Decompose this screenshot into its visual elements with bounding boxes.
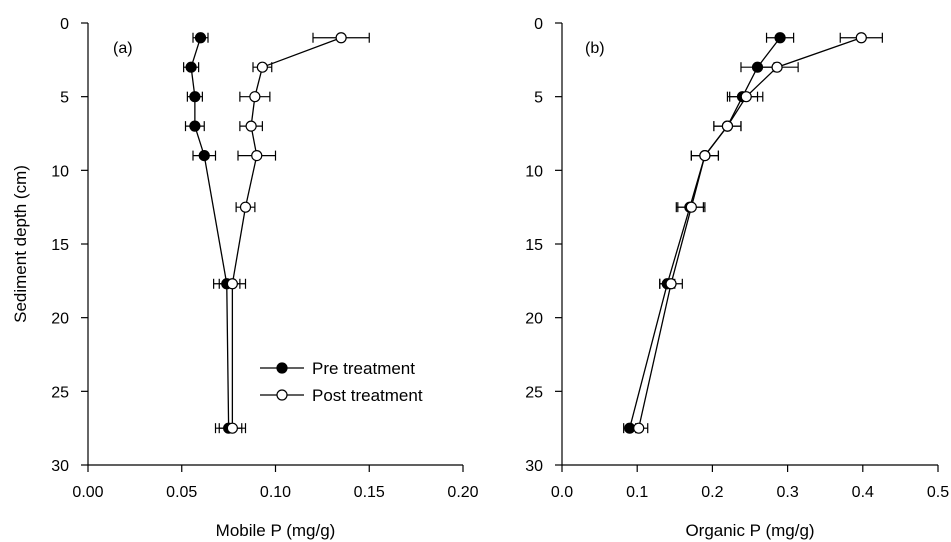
- y-tick-label: 25: [525, 384, 543, 401]
- x-tick-label: 0.20: [447, 484, 478, 501]
- post-treatment-point: [740, 91, 752, 103]
- pre-treatment-point: [185, 61, 197, 73]
- x-tick-label: 0.00: [72, 484, 103, 501]
- x-axis-title: Mobile P (mg/g): [216, 521, 336, 540]
- x-tick-label: 0.05: [166, 484, 197, 501]
- legend-marker: [276, 362, 288, 374]
- y-tick-label: 30: [51, 458, 69, 475]
- post-treatment-point: [721, 120, 734, 132]
- post-treatment-point: [256, 61, 268, 73]
- x-tick-label: 0.15: [354, 484, 385, 501]
- post-treatment-point: [771, 61, 783, 73]
- panel-label: (a): [113, 40, 133, 57]
- post-treatment-point: [239, 201, 252, 213]
- post-treatment-point: [249, 91, 261, 103]
- pre-treatment-point: [198, 150, 210, 162]
- post-treatment-point: [665, 278, 677, 290]
- x-axis-title: Organic P (mg/g): [685, 521, 814, 540]
- pre-treatment-point: [194, 32, 207, 44]
- x-tick-label: 0.1: [626, 484, 648, 501]
- y-tick-label: 10: [51, 163, 69, 180]
- y-tick-label: 5: [60, 90, 69, 107]
- x-tick-label: 0.5: [927, 484, 949, 501]
- y-tick-label: 30: [525, 458, 543, 475]
- y-axis-title: Sediment depth (cm): [11, 165, 30, 323]
- pre-treatment-point: [189, 120, 201, 132]
- post-treatment-point: [251, 150, 263, 162]
- y-tick-label: 20: [525, 311, 543, 328]
- y-tick-label: 25: [51, 384, 69, 401]
- legend-item: Pre treatment: [260, 359, 415, 378]
- post-treatment-point: [633, 422, 645, 434]
- post-treatment-point: [245, 120, 257, 132]
- post-treatment-point: [226, 422, 238, 434]
- post-treatment-point: [685, 201, 697, 213]
- post-treatment-point: [855, 32, 867, 44]
- x-tick-label: 0.2: [701, 484, 723, 501]
- y-tick-label: 5: [534, 90, 543, 107]
- pre-treatment-point: [751, 61, 764, 73]
- y-tick-label: 0: [60, 16, 69, 33]
- panel-a: 0 5 10 15 20 25 300.00 0.05 0.10 0.15 0.20 Mobile P…: [11, 16, 479, 540]
- series-line: [638, 37, 862, 429]
- post-treatment-point: [699, 150, 711, 162]
- pre-treatment-point: [189, 91, 201, 103]
- legend-marker: [276, 389, 288, 401]
- y-tick-label: 0: [534, 16, 543, 33]
- y-tick-label: 15: [51, 237, 69, 254]
- pre-treatment-point: [774, 32, 786, 44]
- y-tick-label: 20: [51, 311, 69, 328]
- post-treatment-point: [226, 278, 238, 290]
- x-tick-label: 0.4: [852, 484, 874, 501]
- legend-item: Post treatment: [260, 386, 423, 405]
- y-tick-label: 10: [525, 163, 543, 180]
- x-tick-label: 0.0: [551, 484, 573, 501]
- post-treatment-point: [335, 32, 347, 44]
- y-tick-label: 15: [525, 237, 543, 254]
- legend-label: Post treatment: [312, 386, 423, 405]
- x-tick-label: 0.3: [776, 484, 798, 501]
- legend-label: Pre treatment: [312, 359, 415, 378]
- x-tick-label: 0.10: [260, 484, 291, 501]
- panel-b: 0 5 10 15 20 25 30 0.0 0.1 0.2 0.3 0.4 0.5 Organic P …: [525, 16, 949, 540]
- panel-label: (b): [585, 40, 605, 57]
